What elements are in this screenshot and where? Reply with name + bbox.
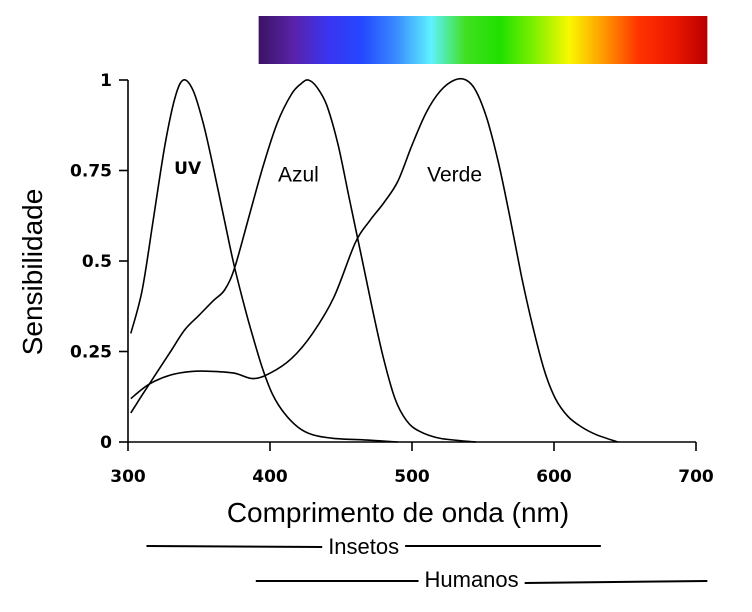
range-line-right — [524, 580, 708, 584]
y-tick-label: 0.25 — [70, 343, 112, 363]
x-ticks-group: 300 400 500 600 700 — [110, 442, 714, 487]
x-tick-label: 300 — [110, 467, 146, 487]
range-label-insetos: Insetos — [328, 534, 399, 559]
y-tick-label: 0.5 — [82, 252, 112, 272]
curve-label-uv: UV — [174, 159, 202, 179]
spectrum-bar — [258, 16, 708, 64]
x-tick-label: 600 — [536, 467, 572, 487]
curve-verde — [130, 77, 619, 443]
curve-azul — [130, 79, 476, 443]
y-axis-title: Sensibilidade — [17, 189, 48, 356]
curve-labels-group: UV Azul Verde — [174, 159, 482, 186]
curve-label-verde: Verde — [427, 163, 482, 186]
y-tick-label: 1 — [100, 71, 112, 91]
y-tick-label: 0.75 — [70, 162, 112, 182]
curve-label-azul: Azul — [278, 163, 319, 186]
y-ticks-group: 0 0.25 0.5 0.75 1 — [70, 71, 128, 453]
x-axis-title: Comprimento de onda (nm) — [227, 497, 569, 528]
x-tick-label: 500 — [394, 467, 430, 487]
y-tick-label: 0 — [100, 433, 112, 453]
curves-group — [130, 77, 619, 443]
curve-uv — [130, 79, 398, 443]
range-line-left — [146, 545, 323, 548]
range-label-humanos: Humanos — [425, 567, 519, 592]
x-tick-label: 400 — [252, 467, 288, 487]
x-tick-label: 700 — [678, 467, 714, 487]
visible-ranges-group: Insetos Humanos — [146, 534, 708, 592]
